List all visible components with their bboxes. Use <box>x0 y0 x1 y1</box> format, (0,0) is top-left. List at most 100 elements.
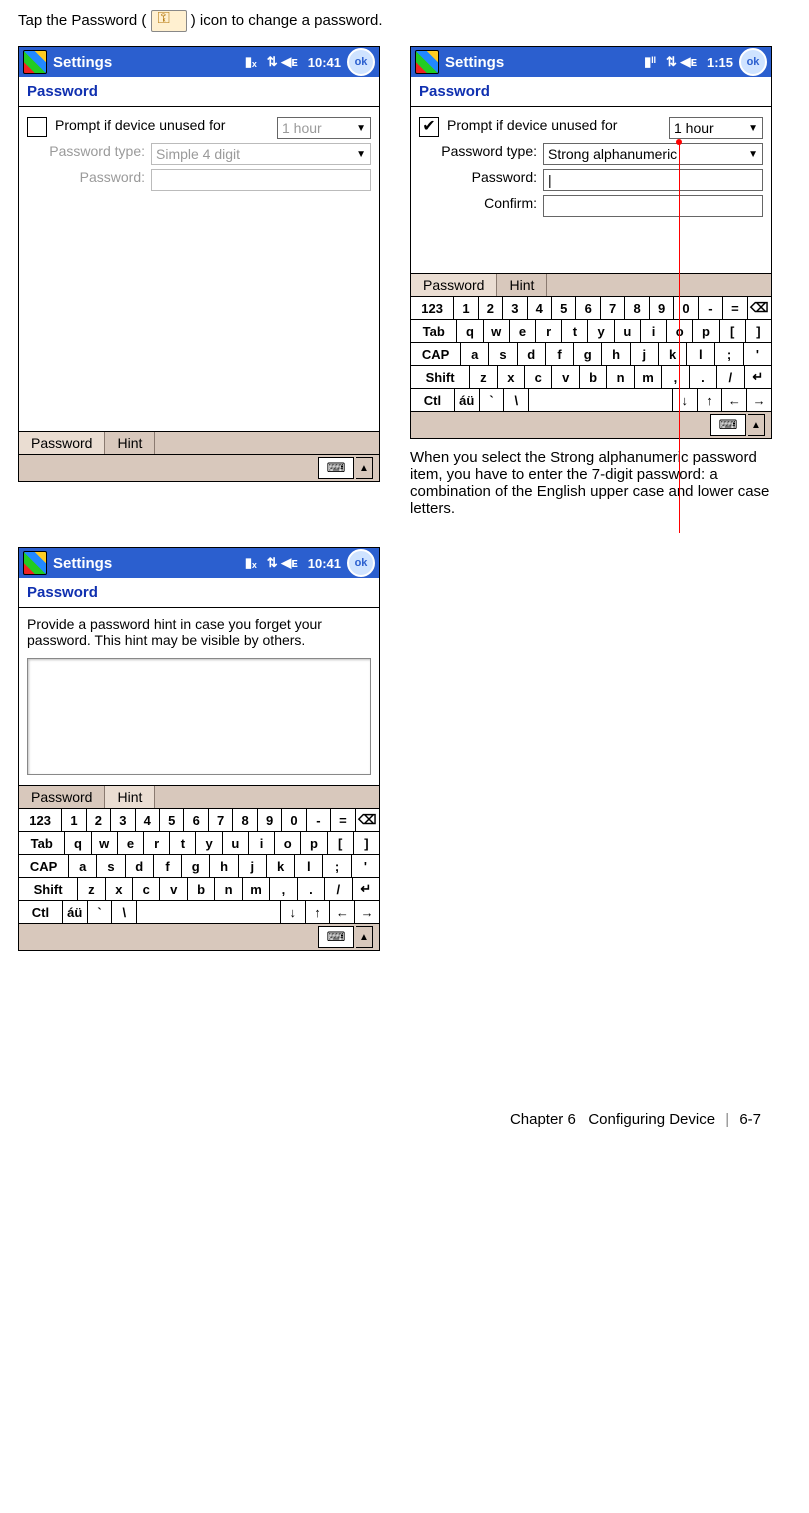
key[interactable]: w <box>92 832 118 854</box>
key[interactable]: y <box>588 320 614 342</box>
tab-hint[interactable]: Hint <box>105 432 155 454</box>
key[interactable]: Shift <box>411 366 470 388</box>
key[interactable]: ' <box>744 343 771 365</box>
key[interactable]: . <box>298 878 325 900</box>
key[interactable]: w <box>484 320 510 342</box>
key[interactable]: r <box>144 832 170 854</box>
key[interactable]: q <box>457 320 483 342</box>
sip-menu-button[interactable]: ▲ <box>356 457 373 479</box>
key[interactable]: e <box>510 320 536 342</box>
key[interactable]: Tab <box>411 320 457 342</box>
key[interactable]: l <box>687 343 715 365</box>
key[interactable]: ↵ <box>745 366 771 388</box>
key[interactable]: q <box>65 832 91 854</box>
start-icon[interactable] <box>23 551 47 575</box>
key[interactable]: k <box>267 855 295 877</box>
key[interactable]: 123 <box>411 297 454 319</box>
key[interactable]: n <box>215 878 242 900</box>
key[interactable]: m <box>243 878 270 900</box>
key[interactable]: h <box>210 855 238 877</box>
start-icon[interactable] <box>415 50 439 74</box>
key[interactable]: h <box>602 343 630 365</box>
key[interactable]: i <box>249 832 275 854</box>
key[interactable]: x <box>106 878 133 900</box>
key[interactable]: \ <box>504 389 529 411</box>
key[interactable]: 7 <box>601 297 625 319</box>
key[interactable]: Ctl <box>19 901 63 923</box>
key[interactable]: \ <box>112 901 137 923</box>
tab-hint[interactable]: Hint <box>497 274 547 296</box>
key[interactable]: → <box>355 901 379 923</box>
password-type-select[interactable]: Strong alphanumeric▼ <box>543 143 763 165</box>
key[interactable]: [ <box>720 320 746 342</box>
ok-button[interactable]: ok <box>739 48 767 76</box>
tab-password[interactable]: Password <box>19 786 105 808</box>
key[interactable]: g <box>182 855 210 877</box>
key[interactable]: 6 <box>576 297 600 319</box>
key[interactable]: - <box>699 297 723 319</box>
key[interactable]: áü <box>455 389 480 411</box>
key[interactable] <box>137 901 281 923</box>
hint-textarea[interactable] <box>27 658 371 775</box>
key[interactable]: d <box>518 343 546 365</box>
key[interactable]: ` <box>480 389 505 411</box>
key[interactable]: ; <box>323 855 351 877</box>
key[interactable]: e <box>118 832 144 854</box>
key[interactable]: u <box>223 832 249 854</box>
key[interactable]: d <box>126 855 154 877</box>
key[interactable]: a <box>69 855 97 877</box>
key[interactable]: v <box>552 366 579 388</box>
key[interactable]: ↑ <box>698 389 723 411</box>
key[interactable]: 8 <box>233 809 257 831</box>
password-type-select[interactable]: Simple 4 digit▼ <box>151 143 371 165</box>
soft-keyboard[interactable]: 1231234567890-=⌫Tabqwertyuiop[]CAPasdfgh… <box>19 808 379 923</box>
key[interactable]: j <box>631 343 659 365</box>
key[interactable]: 7 <box>209 809 233 831</box>
key[interactable]: ↵ <box>353 878 379 900</box>
prompt-duration-select[interactable]: 1 hour▼ <box>669 117 763 139</box>
password-input[interactable] <box>151 169 371 191</box>
key[interactable]: 5 <box>552 297 576 319</box>
key[interactable]: CAP <box>19 855 69 877</box>
key[interactable]: 9 <box>258 809 282 831</box>
key[interactable]: c <box>133 878 160 900</box>
key[interactable]: Shift <box>19 878 78 900</box>
key[interactable]: 3 <box>111 809 135 831</box>
key[interactable]: s <box>97 855 125 877</box>
key[interactable]: áü <box>63 901 88 923</box>
key[interactable]: / <box>325 878 352 900</box>
key[interactable]: x <box>498 366 525 388</box>
key[interactable]: CAP <box>411 343 461 365</box>
key[interactable]: 6 <box>184 809 208 831</box>
key[interactable]: n <box>607 366 634 388</box>
key[interactable]: 5 <box>160 809 184 831</box>
key[interactable]: Tab <box>19 832 65 854</box>
key[interactable]: o <box>667 320 693 342</box>
key[interactable]: / <box>717 366 744 388</box>
tab-password[interactable]: Password <box>411 274 497 296</box>
key[interactable]: z <box>470 366 497 388</box>
key[interactable]: z <box>78 878 105 900</box>
key[interactable]: ← <box>330 901 355 923</box>
key[interactable]: → <box>747 389 771 411</box>
key[interactable]: 1 <box>454 297 478 319</box>
key[interactable]: ↓ <box>281 901 306 923</box>
sip-menu-button[interactable]: ▲ <box>748 414 765 436</box>
tab-password[interactable]: Password <box>19 432 105 454</box>
sip-toggle-button[interactable]: ⌨ <box>318 457 354 479</box>
key[interactable]: ` <box>88 901 113 923</box>
key[interactable]: 0 <box>282 809 306 831</box>
key[interactable]: 2 <box>87 809 111 831</box>
key[interactable]: 2 <box>479 297 503 319</box>
prompt-duration-select[interactable]: 1 hour▼ <box>277 117 371 139</box>
sip-toggle-button[interactable]: ⌨ <box>710 414 746 436</box>
key[interactable]: 123 <box>19 809 62 831</box>
key[interactable]: ↓ <box>673 389 698 411</box>
key[interactable]: ⌫ <box>748 297 771 319</box>
key[interactable]: b <box>580 366 607 388</box>
start-icon[interactable] <box>23 50 47 74</box>
key[interactable]: t <box>562 320 588 342</box>
key[interactable]: 4 <box>136 809 160 831</box>
key[interactable]: g <box>574 343 602 365</box>
key[interactable]: f <box>546 343 574 365</box>
